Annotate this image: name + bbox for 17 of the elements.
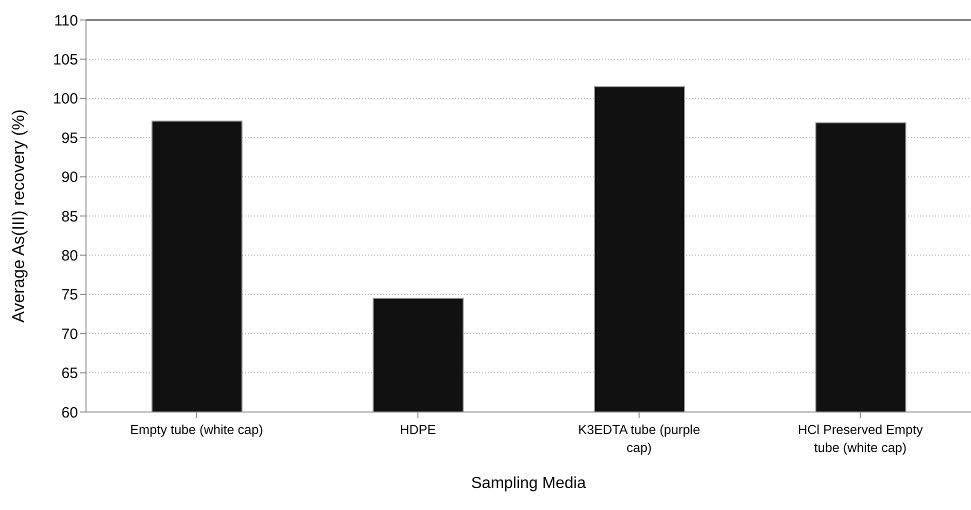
y-tick-label: 95 [61,130,78,147]
y-tick-label: 75 [61,286,78,304]
x-axis-title: Sampling Media [471,475,586,492]
y-tick-label: 80 [61,248,78,265]
y-tick-label: 60 [61,404,78,422]
y-tick-label: 105 [52,52,78,69]
x-tick-label: HDPE [400,422,436,437]
x-tick-label: K3EDTA tube (purple cap) [578,422,700,455]
y-tick-label: 65 [61,365,78,382]
y-tick-label: 100 [52,90,78,108]
x-tick-label: HCl Preserved Empty tube (white cap) [798,422,924,455]
y-tick-label: 110 [54,12,78,30]
y-tick-label: 85 [61,208,78,226]
x-tick-label: Empty tube (white cap) [130,422,264,437]
y-tick-label: 70 [61,326,78,343]
y-axis-title: Average As(III) recovery (%) [9,109,28,323]
y-tick-label: 90 [61,169,78,186]
